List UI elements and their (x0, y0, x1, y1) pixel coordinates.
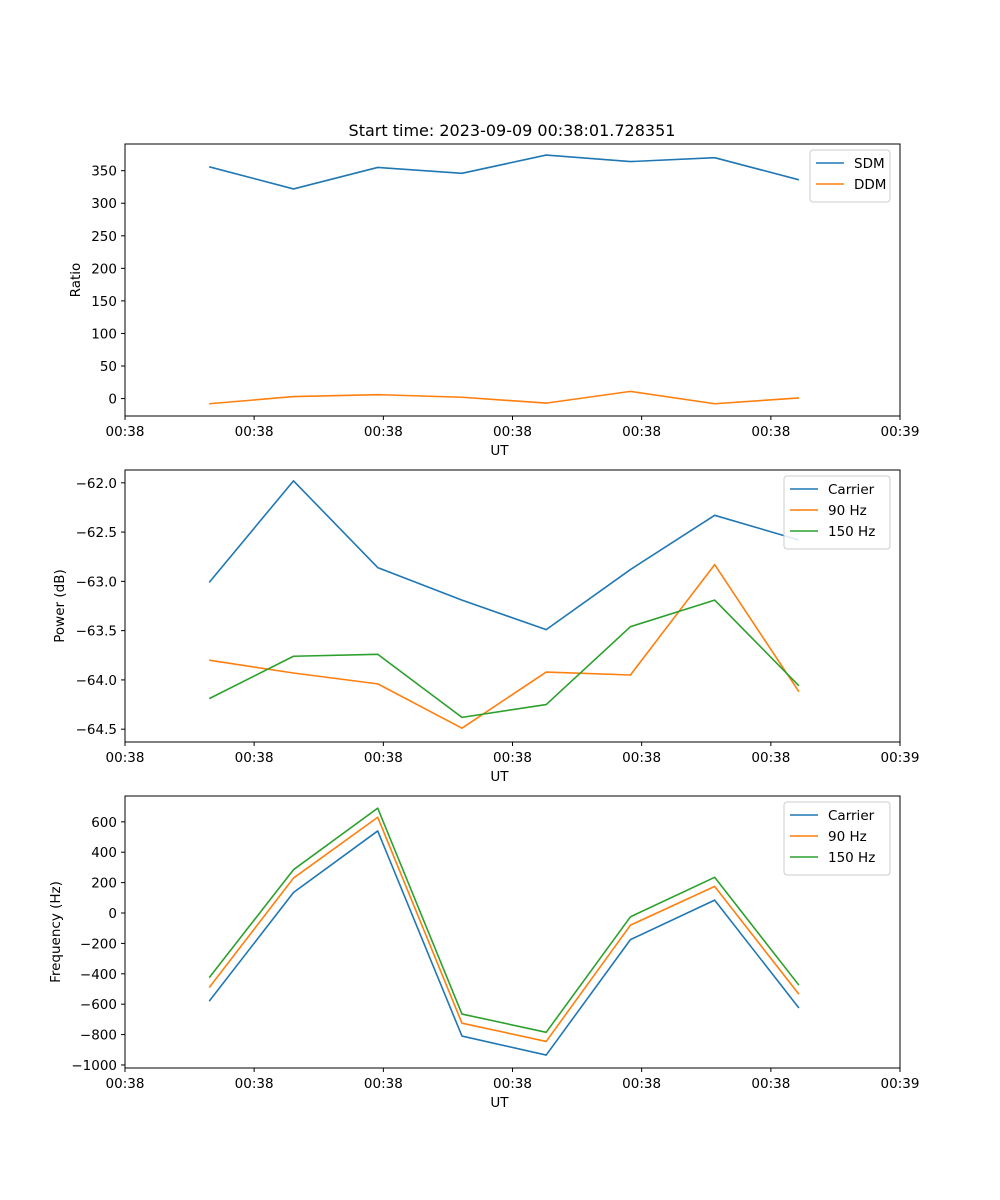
x-tick-label: 00:38 (622, 750, 661, 766)
y-tick-label: −63.0 (76, 574, 117, 590)
series-line-carrier (208, 830, 800, 1056)
y-tick-label: 350 (91, 164, 117, 180)
y-tick-label: −400 (80, 967, 117, 983)
legend-label: 90 Hz (828, 829, 867, 845)
y-axis-label: Ratio (68, 263, 84, 298)
x-tick-label: 00:38 (493, 1076, 532, 1092)
x-tick-label: 00:38 (622, 1076, 661, 1092)
legend-label: 150 Hz (828, 524, 875, 540)
figure-title: Start time: 2023-09-09 00:38:01.728351 (349, 121, 676, 140)
legend-label: Carrier (828, 808, 875, 824)
x-tick-label: 00:38 (622, 424, 661, 440)
x-tick-label: 00:38 (235, 424, 274, 440)
x-tick-label: 00:38 (364, 424, 403, 440)
chart-panel-1: 00:38 00:38 00:38 00:38 00:38 00:38 00:39 0 50 10… (68, 143, 920, 459)
series-line-150-hz (208, 807, 800, 1034)
series-line-150-hz (208, 599, 800, 719)
chart-panel-3: 00:38 00:38 00:38 00:38 00:38 00:38 00:39 −1000… (48, 795, 920, 1111)
legend-label: 90 Hz (828, 503, 867, 519)
x-axis-label: UT (490, 443, 509, 459)
y-axis-label: Frequency (Hz) (48, 881, 64, 983)
series-line-carrier (208, 480, 800, 631)
y-tick-label: −62.5 (76, 525, 117, 541)
y-tick-label: 50 (100, 359, 117, 375)
legend: SDM DDM (809, 149, 891, 203)
x-tick-label: 00:38 (751, 750, 790, 766)
y-tick-label: −600 (80, 997, 117, 1013)
x-tick-label: 00:38 (106, 1076, 145, 1092)
x-tick-label: 00:38 (364, 750, 403, 766)
series-line-90-hz (208, 816, 800, 1043)
x-tick-label: 00:38 (235, 750, 274, 766)
y-tick-label: −62.0 (76, 476, 117, 492)
x-tick-label: 00:38 (751, 1076, 790, 1092)
y-tick-label: 100 (91, 326, 117, 342)
chart-panel-2: 00:38 00:38 00:38 00:38 00:38 00:38 00:39 −64.5… (52, 469, 920, 785)
y-tick-label: 200 (91, 261, 117, 277)
x-axis-label: UT (490, 769, 509, 785)
x-tick-label: 00:39 (881, 424, 920, 440)
x-tick-label: 00:38 (235, 1076, 274, 1092)
legend: Carrier 90 Hz 150 Hz (783, 475, 891, 550)
legend-label: Carrier (828, 482, 875, 498)
y-tick-label: 300 (91, 196, 117, 212)
y-tick-label: −64.5 (76, 722, 117, 738)
x-tick-label: 00:38 (364, 1076, 403, 1092)
y-tick-label: 600 (91, 815, 117, 831)
legend-label: SDM (854, 156, 885, 172)
y-tick-label: −200 (80, 936, 117, 952)
x-tick-label: 00:39 (881, 1076, 920, 1092)
series-line-sdm (209, 154, 800, 190)
y-tick-label: 200 (91, 876, 117, 892)
y-tick-label: 0 (108, 392, 117, 408)
x-tick-label: 00:38 (106, 750, 145, 766)
x-axis-label: UT (490, 1095, 509, 1111)
y-tick-label: 150 (91, 294, 117, 310)
series-line-90-hz (209, 563, 800, 730)
y-tick-label: −63.5 (76, 624, 117, 640)
y-tick-label: −800 (80, 1028, 117, 1044)
x-tick-label: 00:38 (751, 424, 790, 440)
legend-label: DDM (854, 177, 886, 193)
y-tick-label: −1000 (71, 1058, 117, 1074)
y-tick-label: −64.0 (76, 673, 117, 689)
x-tick-label: 00:39 (881, 750, 920, 766)
x-tick-label: 00:38 (106, 424, 145, 440)
y-tick-label: 250 (91, 229, 117, 245)
y-axis-label: Power (dB) (52, 569, 68, 642)
panels: 00:38 00:38 00:38 00:38 00:38 00:38 00:39 0 50 10… (48, 143, 920, 1111)
y-tick-label: 0 (108, 906, 117, 922)
x-tick-label: 00:38 (493, 750, 532, 766)
legend-label: 150 Hz (828, 850, 875, 866)
series-line-ddm (209, 390, 799, 405)
x-tick-label: 00:38 (493, 424, 532, 440)
y-tick-label: 400 (91, 845, 117, 861)
legend: Carrier 90 Hz 150 Hz (783, 801, 891, 876)
